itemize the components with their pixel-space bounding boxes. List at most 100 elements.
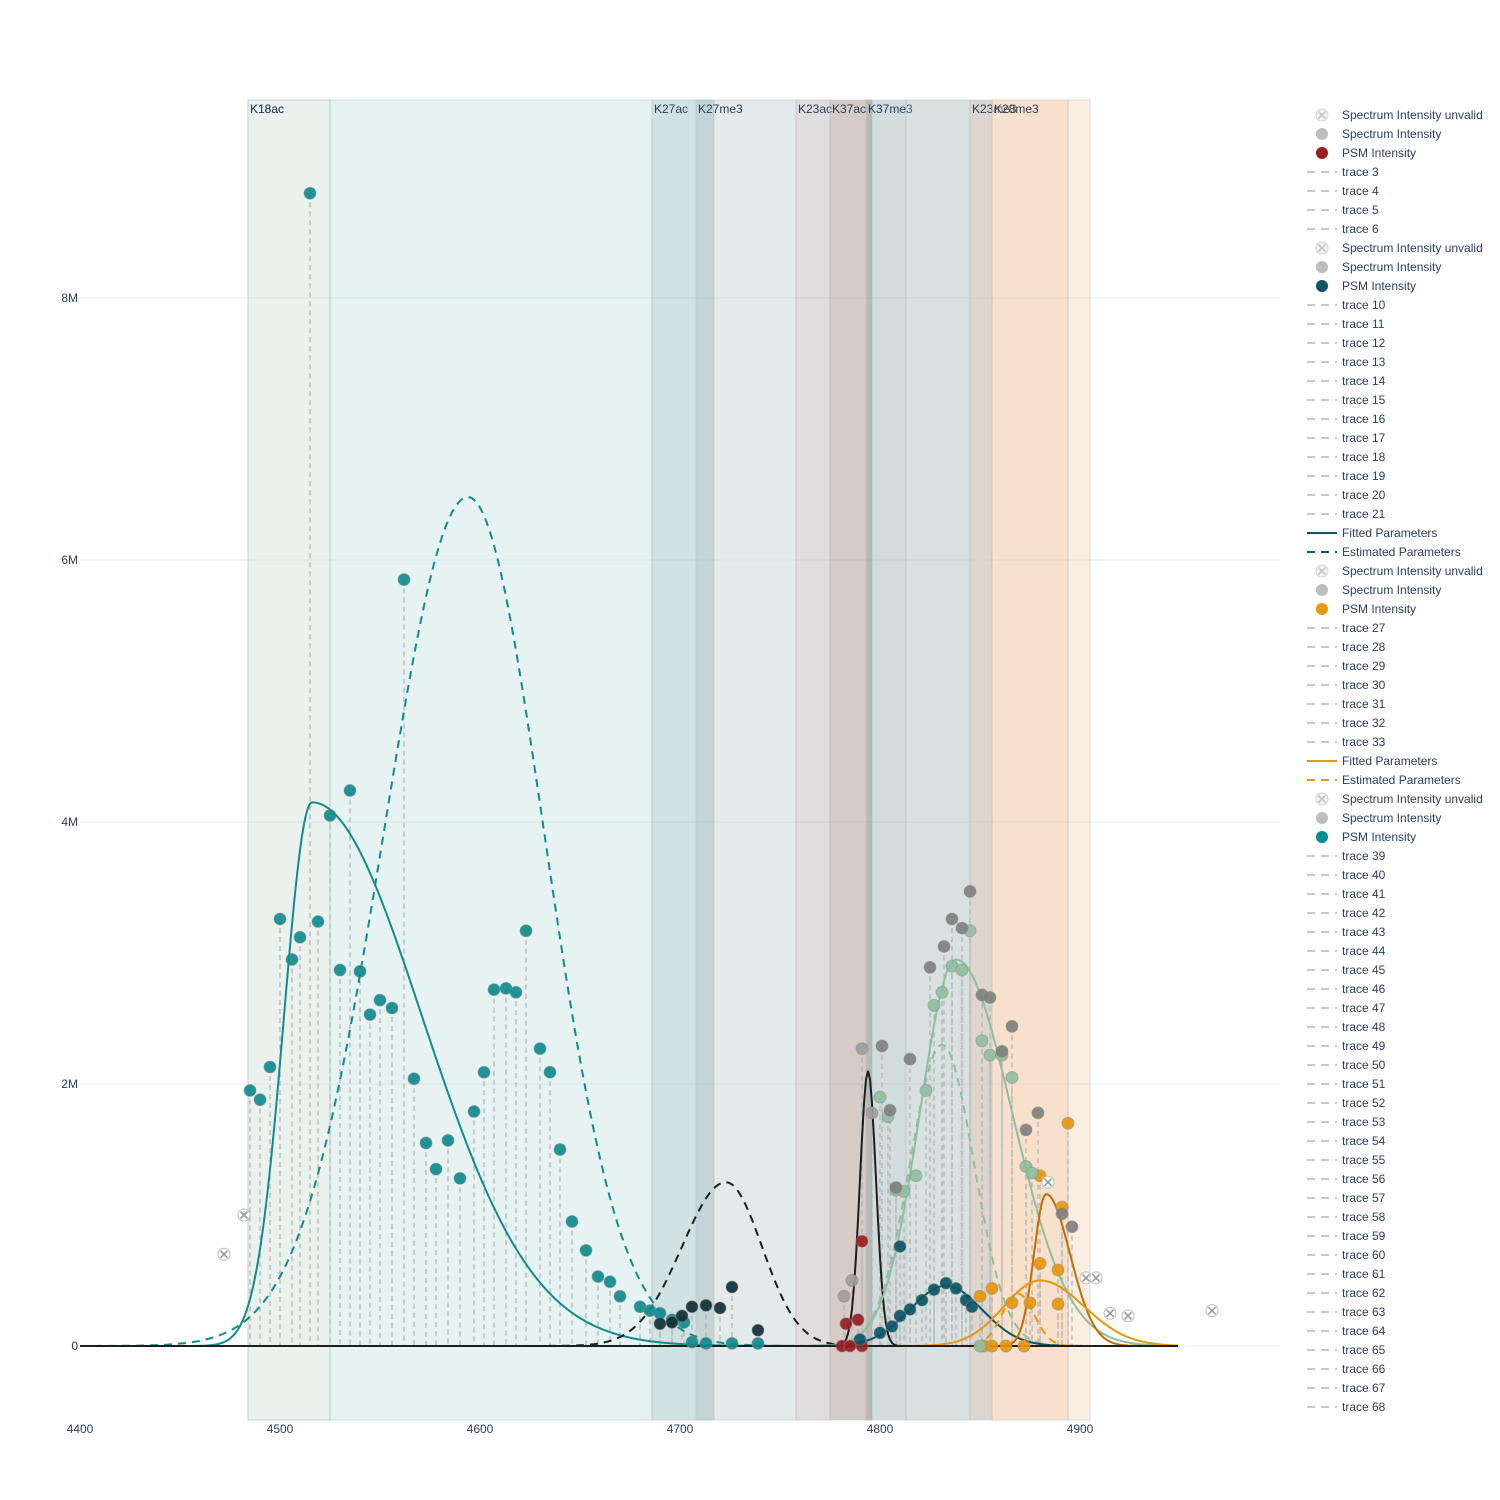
legend-item[interactable]: Spectrum Intensity: [1316, 260, 1441, 274]
data-point: [487, 983, 501, 997]
legend-item[interactable]: Spectrum Intensity unvalid: [1315, 792, 1483, 806]
legend-item[interactable]: trace 3: [1307, 165, 1379, 179]
legend-item[interactable]: trace 4: [1307, 184, 1379, 198]
legend-item[interactable]: trace 16: [1307, 412, 1386, 426]
legend-item[interactable]: PSM Intensity: [1316, 602, 1416, 616]
legend-item[interactable]: PSM Intensity: [1316, 279, 1416, 293]
legend-dot-icon: [1316, 147, 1328, 159]
legend-item[interactable]: trace 27: [1307, 621, 1386, 635]
data-point: [1005, 1070, 1019, 1084]
legend-item[interactable]: trace 65: [1307, 1343, 1386, 1357]
legend-label: trace 59: [1342, 1229, 1386, 1243]
legend-label: trace 19: [1342, 469, 1386, 483]
region-label: K27me3: [698, 102, 743, 116]
legend-item[interactable]: trace 55: [1307, 1153, 1386, 1167]
legend-item[interactable]: trace 50: [1307, 1058, 1386, 1072]
legend-item[interactable]: trace 57: [1307, 1191, 1386, 1205]
legend-item[interactable]: trace 5: [1307, 203, 1379, 217]
legend-item[interactable]: trace 67: [1307, 1381, 1386, 1395]
legend-item[interactable]: trace 29: [1307, 659, 1386, 673]
legend-item[interactable]: trace 46: [1307, 982, 1386, 996]
legend-item[interactable]: trace 32: [1307, 716, 1386, 730]
legend-item[interactable]: trace 63: [1307, 1305, 1386, 1319]
unvalid-marker-x: [1091, 1273, 1101, 1282]
legend-item[interactable]: trace 42: [1307, 906, 1386, 920]
legend-item[interactable]: trace 45: [1307, 963, 1386, 977]
legend-item[interactable]: trace 10: [1307, 298, 1386, 312]
legend-item[interactable]: Spectrum Intensity: [1316, 583, 1441, 597]
legend-item[interactable]: trace 19: [1307, 469, 1386, 483]
legend-item[interactable]: trace 39: [1307, 849, 1386, 863]
legend-item[interactable]: trace 56: [1307, 1172, 1386, 1186]
legend-item[interactable]: trace 30: [1307, 678, 1386, 692]
data-point: [553, 1143, 567, 1156]
region-band: [329, 99, 653, 1421]
legend-item[interactable]: trace 41: [1307, 887, 1386, 901]
legend-label: trace 40: [1342, 868, 1386, 882]
legend-item[interactable]: trace 47: [1307, 1001, 1386, 1015]
legend-label: trace 6: [1342, 222, 1379, 236]
x-tick-label: 4600: [467, 1422, 494, 1436]
unvalid-marker: [1103, 1306, 1117, 1320]
legend[interactable]: Spectrum Intensity unvalid Spectrum Inten…: [1307, 108, 1483, 1414]
legend-item[interactable]: Spectrum Intensity unvalid: [1315, 241, 1483, 255]
legend-item[interactable]: trace 40: [1307, 868, 1386, 882]
legend-label: Spectrum Intensity unvalid: [1342, 108, 1483, 122]
legend-item[interactable]: trace 52: [1307, 1096, 1386, 1110]
legend-item[interactable]: trace 28: [1307, 640, 1386, 654]
legend-item[interactable]: Fitted Parameters: [1307, 526, 1437, 540]
data-point: [603, 1275, 617, 1289]
legend-item[interactable]: trace 11: [1307, 317, 1385, 331]
legend-item[interactable]: trace 64: [1307, 1324, 1386, 1338]
legend-item[interactable]: trace 60: [1307, 1248, 1386, 1262]
legend-item[interactable]: trace 48: [1307, 1020, 1386, 1034]
legend-item[interactable]: PSM Intensity: [1316, 830, 1416, 844]
legend-item[interactable]: trace 53: [1307, 1115, 1386, 1129]
data-point: [955, 963, 969, 977]
legend-item[interactable]: Fitted Parameters: [1307, 754, 1437, 768]
legend-item[interactable]: trace 61: [1307, 1267, 1386, 1281]
legend-item[interactable]: trace 13: [1307, 355, 1386, 369]
legend-item[interactable]: Spectrum Intensity: [1316, 811, 1441, 825]
data-point: [533, 1042, 547, 1056]
legend-label: trace 63: [1342, 1305, 1386, 1319]
legend-item[interactable]: PSM Intensity: [1316, 146, 1416, 160]
legend-item[interactable]: Spectrum Intensity unvalid: [1315, 564, 1483, 578]
legend-item[interactable]: trace 21: [1307, 507, 1386, 521]
legend-item[interactable]: trace 14: [1307, 374, 1386, 388]
legend-item[interactable]: trace 44: [1307, 944, 1386, 958]
legend-item[interactable]: trace 12: [1307, 336, 1386, 350]
y-tick-label: 6M: [61, 553, 78, 567]
legend-item[interactable]: trace 17: [1307, 431, 1386, 445]
legend-item[interactable]: trace 6: [1307, 222, 1379, 236]
data-point: [995, 1044, 1009, 1058]
legend-item[interactable]: trace 68: [1307, 1400, 1386, 1414]
legend-label: PSM Intensity: [1342, 830, 1416, 844]
data-point: [853, 1332, 867, 1346]
legend-item[interactable]: Spectrum Intensity unvalid: [1315, 108, 1483, 122]
legend-item[interactable]: trace 43: [1307, 925, 1386, 939]
legend-item[interactable]: trace 15: [1307, 393, 1386, 407]
data-point: [1051, 1263, 1065, 1277]
data-point: [893, 1239, 907, 1253]
legend-label: trace 43: [1342, 925, 1386, 939]
legend-item[interactable]: Spectrum Intensity: [1316, 127, 1441, 141]
legend-item[interactable]: trace 51: [1307, 1077, 1386, 1091]
legend-item[interactable]: trace 58: [1307, 1210, 1386, 1224]
legend-item[interactable]: trace 62: [1307, 1286, 1386, 1300]
legend-item[interactable]: trace 18: [1307, 450, 1386, 464]
legend-item[interactable]: trace 59: [1307, 1229, 1386, 1243]
legend-item[interactable]: Estimated Parameters: [1307, 773, 1461, 787]
legend-item[interactable]: trace 20: [1307, 488, 1386, 502]
legend-item[interactable]: trace 31: [1307, 697, 1386, 711]
legend-item[interactable]: trace 54: [1307, 1134, 1386, 1148]
data-point: [983, 1048, 997, 1062]
legend-item[interactable]: Estimated Parameters: [1307, 545, 1461, 559]
legend-label: trace 17: [1342, 431, 1386, 445]
unvalid-marker: [1205, 1304, 1219, 1318]
legend-item[interactable]: trace 49: [1307, 1039, 1386, 1053]
legend-item[interactable]: trace 66: [1307, 1362, 1386, 1376]
legend-item[interactable]: trace 33: [1307, 735, 1386, 749]
legend-label: Spectrum Intensity unvalid: [1342, 564, 1483, 578]
